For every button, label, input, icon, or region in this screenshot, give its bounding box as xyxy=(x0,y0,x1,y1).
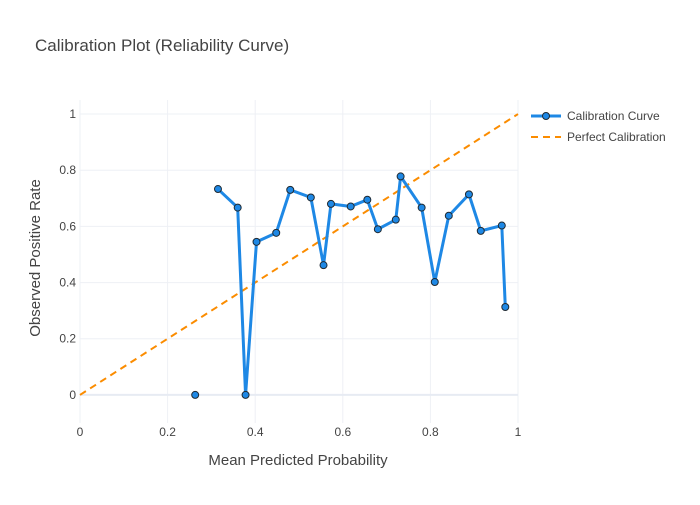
x-tick-label: 0.2 xyxy=(159,425,176,439)
calibration-point xyxy=(476,226,485,235)
x-tick-label: 0 xyxy=(77,425,84,439)
calibration-point xyxy=(430,278,439,287)
calibration-point xyxy=(213,185,222,194)
x-tick-label: 0.4 xyxy=(247,425,264,439)
calibration-point xyxy=(191,390,200,399)
y-tick-label: 0 xyxy=(69,388,76,402)
axis-layer: 0 0.2 0.4 0.6 0.8 1 0 0.2 0.4 0.6 0.8 1 xyxy=(59,107,521,439)
y-tick-label: 0.2 xyxy=(59,332,76,346)
x-tick-label: 0.8 xyxy=(422,425,439,439)
calibration-point xyxy=(241,390,250,399)
x-tick-label: 1 xyxy=(515,425,522,439)
calibration-point xyxy=(464,190,473,199)
calibration-point xyxy=(417,203,426,212)
calibration-point xyxy=(319,261,328,270)
y-axis-title: Observed Positive Rate xyxy=(27,179,44,337)
y-tick-label: 0.6 xyxy=(59,219,76,233)
x-tick-label: 0.6 xyxy=(334,425,351,439)
legend-calibration-curve-marker-swatch xyxy=(542,112,550,120)
calibration-point xyxy=(306,193,315,202)
calibration-point xyxy=(396,172,405,181)
y-tick-label: 1 xyxy=(69,107,76,121)
calibration-point xyxy=(501,303,510,312)
calibration-point xyxy=(326,199,335,208)
calibration-point xyxy=(272,228,281,237)
legend: Calibration Curve Perfect Calibration xyxy=(531,109,666,144)
calibration-point xyxy=(286,185,295,194)
legend-calibration-curve-label: Calibration Curve xyxy=(567,109,660,123)
series-calibration-curve-line xyxy=(216,174,507,397)
calibration-point xyxy=(497,221,506,230)
calibration-point xyxy=(444,211,453,220)
series-layer xyxy=(79,113,519,399)
chart-title: Calibration Plot (Reliability Curve) xyxy=(35,36,289,55)
calibration-point xyxy=(252,237,261,246)
y-tick-label: 0.4 xyxy=(59,276,76,290)
calibration-point xyxy=(346,202,355,211)
x-axis-title: Mean Predicted Probability xyxy=(208,452,388,469)
calibration-point xyxy=(233,203,242,212)
calibration-point xyxy=(373,225,382,234)
legend-perfect-calibration-label: Perfect Calibration xyxy=(567,130,666,144)
grid-layer xyxy=(79,100,519,423)
series-perfect-calibration-line xyxy=(79,113,519,396)
y-tick-label: 0.8 xyxy=(59,163,76,177)
calibration-point xyxy=(391,215,400,224)
calibration-point xyxy=(363,195,372,204)
